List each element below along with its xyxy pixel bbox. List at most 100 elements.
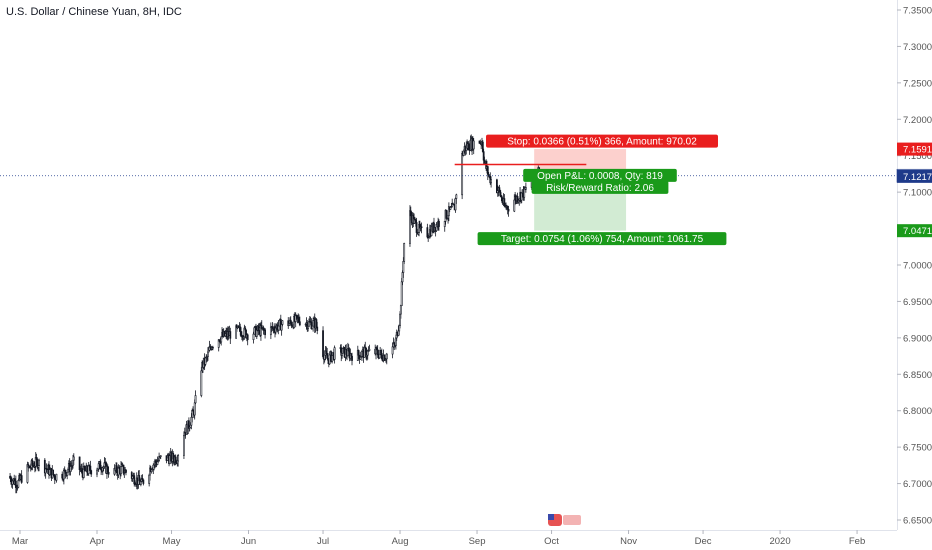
candle-body <box>20 475 23 483</box>
candle-body <box>177 455 180 462</box>
price-axis[interactable]: 7.35007.30007.25007.20007.15007.10007.05… <box>896 0 932 530</box>
candle-body <box>496 190 499 194</box>
candle-body <box>391 346 394 355</box>
candle-body <box>345 348 348 355</box>
time-tick-label: Feb <box>849 536 865 547</box>
candle-body <box>443 220 446 227</box>
price-tag-label: 7.1217 <box>903 172 932 183</box>
candle-body <box>274 327 277 333</box>
candle-body <box>138 475 141 482</box>
candle-body <box>520 192 523 201</box>
price-tick-label: 7.2000 <box>903 115 932 126</box>
candle-body <box>500 196 503 202</box>
candle-body <box>298 321 301 326</box>
logo-bar <box>563 515 581 525</box>
candle-body <box>454 198 457 211</box>
candle-body <box>394 337 397 346</box>
candle-body <box>325 350 328 355</box>
candle-body <box>246 334 249 340</box>
candle-body <box>106 466 109 473</box>
candle-body <box>78 456 81 470</box>
candle-body <box>328 354 331 365</box>
price-tag[interactable] <box>897 142 932 156</box>
candle-body <box>168 455 171 465</box>
candle-body <box>67 469 69 473</box>
candle-body <box>409 210 412 217</box>
candle-body <box>415 222 418 233</box>
candle-body <box>107 471 110 475</box>
candle-body <box>64 469 67 474</box>
candle-body <box>204 357 207 365</box>
time-tick-label: Jul <box>317 536 329 547</box>
price-tick-label: 7.3500 <box>903 6 932 17</box>
price-tick-label: 6.8000 <box>903 406 932 417</box>
candle-body <box>200 370 203 396</box>
candlestick-series <box>9 134 541 494</box>
candle-body <box>368 348 371 351</box>
candle-body <box>341 352 343 356</box>
candle-body <box>142 479 145 484</box>
candle-body <box>83 466 86 470</box>
candle-body <box>400 281 403 307</box>
candle-body <box>125 469 127 473</box>
candle-body <box>207 351 209 357</box>
time-tick-label: 2020 <box>769 536 790 547</box>
candle-body <box>115 465 118 474</box>
candle-body <box>277 325 280 331</box>
candle-body <box>252 333 255 340</box>
candle-body <box>462 150 465 156</box>
candle-body <box>385 353 388 360</box>
candle-body <box>426 227 429 238</box>
candle-body <box>461 153 464 196</box>
candle-body <box>278 319 281 327</box>
candle-body <box>81 468 83 474</box>
candle-body <box>66 471 69 476</box>
candle-body <box>316 326 319 331</box>
candle-body <box>402 261 405 273</box>
candle-body <box>399 313 401 326</box>
candle-body <box>445 209 448 219</box>
price-tag[interactable] <box>897 169 932 183</box>
candle-body <box>87 465 90 474</box>
time-tick-label: Oct <box>544 536 559 547</box>
price-tick-label: 7.3000 <box>903 42 932 53</box>
candle-body <box>189 424 192 428</box>
candle-body <box>322 330 324 357</box>
candle-body <box>315 319 318 328</box>
candle-body <box>333 347 336 360</box>
candle-body <box>48 469 51 475</box>
candle-body <box>139 481 142 485</box>
candle-body <box>89 465 92 471</box>
candle-body <box>420 226 423 228</box>
candle-body <box>69 465 72 472</box>
time-tick-label: Apr <box>90 536 105 547</box>
candle-body <box>472 140 475 150</box>
candle-body <box>481 141 484 152</box>
position-labels: Stop: 0.0366 (0.51%) 366, Amount: 970.02… <box>477 134 727 246</box>
time-axis[interactable]: Mar Apr May Jun Jul Aug Sep Oct Nov Dec 2020 Feb <box>0 530 897 547</box>
candle-body <box>90 470 93 475</box>
candle-body <box>122 464 125 474</box>
candle-body <box>378 353 381 359</box>
price-tag-label: 7.0471 <box>903 226 932 237</box>
candle-body <box>524 187 527 190</box>
candle-body <box>17 480 20 488</box>
candle-body <box>156 461 159 465</box>
candle-body <box>401 272 404 283</box>
time-tick-label: Mar <box>12 536 28 547</box>
candle-body <box>326 353 329 359</box>
price-tick-label: 7.1500 <box>903 151 932 162</box>
candle-body <box>86 465 88 473</box>
candle-body <box>159 455 162 457</box>
price-tag[interactable] <box>897 224 932 238</box>
candle-body <box>193 402 196 416</box>
candle-body <box>174 456 177 464</box>
candle-body <box>9 477 12 482</box>
candle-body <box>397 330 400 336</box>
candle-body <box>351 355 353 361</box>
candle-body <box>399 305 402 315</box>
candle-body <box>62 469 65 480</box>
price-tick-label: 7.2500 <box>903 78 932 89</box>
candle-body <box>414 219 417 223</box>
